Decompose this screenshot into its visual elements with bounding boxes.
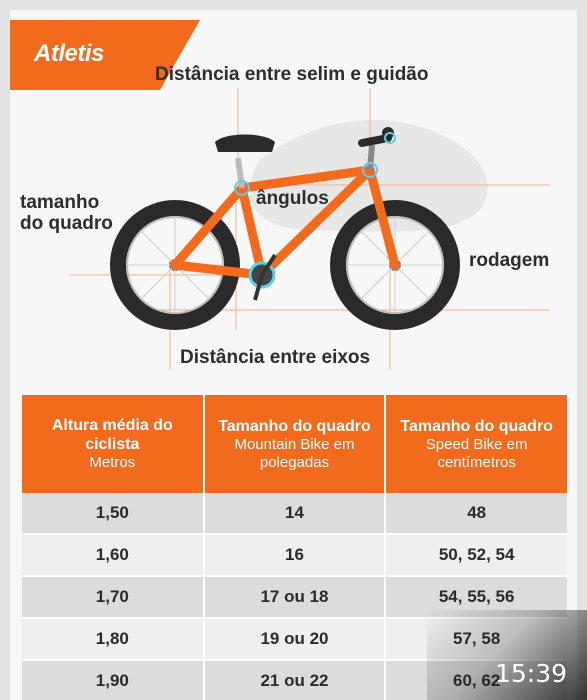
- size-table: Altura média do ciclista Metros Tamanho d…: [22, 395, 567, 700]
- table-row: 1,90 21 ou 22 60, 62: [22, 660, 567, 700]
- cell-speed: 54, 55, 56: [385, 576, 567, 619]
- cell-speed: 50, 52, 54: [385, 534, 567, 577]
- cell-mtb: 21 ou 22: [203, 660, 387, 700]
- cell-mtb: 17 ou 18: [203, 576, 387, 619]
- label-saddle-handlebar: Distância entre selim e guidão: [155, 64, 429, 85]
- cell-speed: 57, 58: [385, 618, 567, 661]
- cell-height: 1,90: [22, 660, 205, 700]
- cell-mtb: 14: [203, 493, 387, 535]
- brand-banner: [10, 20, 200, 90]
- cell-height: 1,50: [22, 493, 205, 535]
- angle-marker-rear: [234, 180, 250, 196]
- infographic-card: Atletis: [10, 10, 577, 700]
- cell-height: 1,70: [22, 576, 205, 619]
- bicycle-illustration: [70, 88, 550, 370]
- table-row: 1,60 16 50, 52, 54: [22, 534, 567, 577]
- header-rider-height: Altura média do ciclista Metros: [22, 395, 205, 493]
- cell-speed: 48: [385, 493, 567, 535]
- label-wheel: rodagem: [469, 250, 550, 271]
- angle-marker-front: [362, 162, 378, 178]
- bike-frame: [170, 165, 400, 280]
- saddle: [215, 134, 275, 152]
- brand-logo: Atletis: [34, 40, 104, 67]
- cell-mtb: 19 ou 20: [203, 618, 387, 661]
- label-angles: ângulos: [256, 188, 329, 209]
- header-speed-bike: Tamanho do quadro Speed Bike em centímetr…: [385, 395, 567, 493]
- table-row: 1,50 14 48: [22, 493, 567, 535]
- label-axle-distance: Distância entre eixos: [180, 347, 371, 368]
- table-row: 1,70 17 ou 18 54, 55, 56: [22, 576, 567, 619]
- clock-time: 15:39: [494, 659, 567, 688]
- cell-height: 1,80: [22, 618, 205, 661]
- cell-mtb: 16: [203, 534, 387, 577]
- cell-height: 1,60: [22, 534, 205, 577]
- table-row: 1,80 19 ou 20 57, 58: [22, 618, 567, 661]
- header-mountain-bike: Tamanho do quadro Mountain Bike em polega…: [203, 395, 387, 493]
- table-header-row: Altura média do ciclista Metros Tamanho d…: [22, 395, 567, 493]
- label-frame-size: tamanho do quadro: [20, 192, 113, 234]
